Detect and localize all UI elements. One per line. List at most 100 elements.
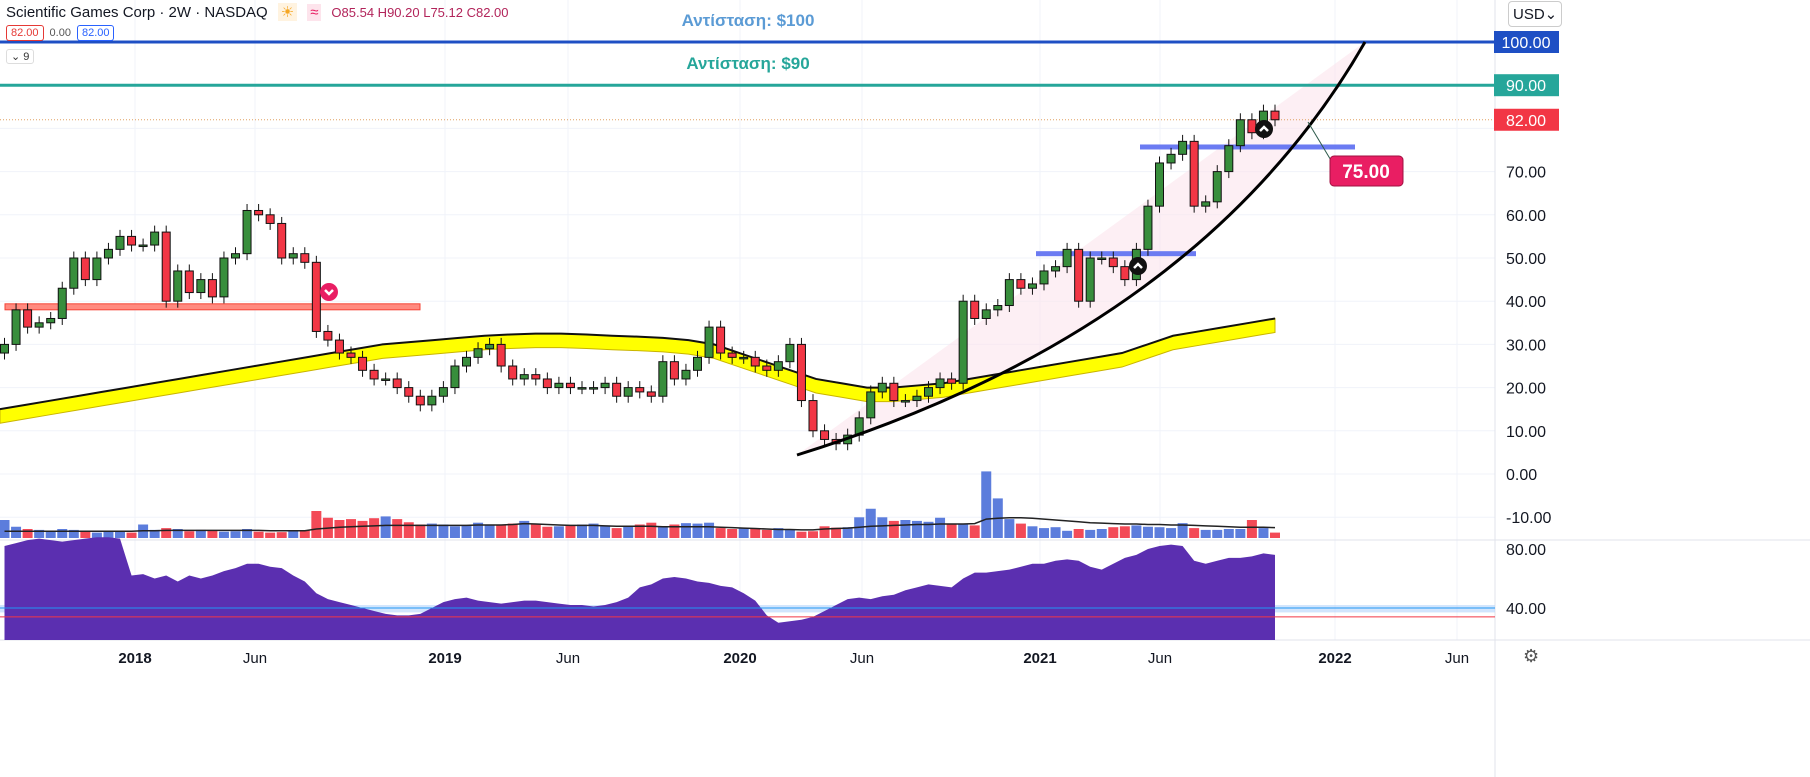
volume-bar: [600, 525, 611, 538]
volume-bar: [126, 532, 137, 538]
volume-bar: [831, 527, 842, 538]
candle: [1143, 205, 1153, 250]
candle: [589, 387, 599, 390]
volume-bar: [11, 526, 22, 538]
candle: [531, 374, 541, 380]
price-tick: 0.00: [1506, 467, 1537, 484]
time-tick: Jun: [1445, 650, 1469, 667]
volume-bar: [1223, 529, 1234, 538]
volume-bar: [877, 517, 888, 538]
candle: [1201, 201, 1211, 207]
volume-bar: [22, 529, 33, 538]
candle: [900, 400, 910, 403]
volume-bar: [380, 516, 391, 538]
candle: [1074, 248, 1084, 302]
symbol-title[interactable]: Scientific Games Corp · 2W · NASDAQ: [6, 3, 268, 21]
volume-bar: [438, 524, 449, 538]
candle: [438, 387, 448, 397]
candle: [427, 395, 437, 406]
candle: [23, 309, 33, 328]
volume-bar: [784, 529, 795, 538]
oscillator-tick: 40.00: [1506, 601, 1546, 618]
candle: [623, 387, 633, 397]
callout-line: [1307, 121, 1333, 163]
volume-bar: [207, 530, 218, 538]
candle: [46, 317, 56, 324]
moving-average-band: [0, 317, 1276, 424]
volume-bar: [80, 531, 91, 538]
currency-select[interactable]: USD⌄: [1508, 1, 1563, 27]
candle: [935, 378, 945, 389]
resistance-label: Αντίσταση: $90: [686, 54, 809, 73]
volume-bar: [553, 526, 564, 538]
volume-bar: [900, 520, 911, 538]
old-support-zone: [4, 303, 421, 311]
sell-button[interactable]: 82.00: [6, 25, 44, 41]
time-tick: Jun: [1148, 650, 1172, 667]
wave-icon: ≈: [307, 3, 322, 21]
volume-bar: [981, 471, 992, 538]
candle: [1120, 266, 1130, 281]
volume-bar: [1177, 523, 1188, 538]
candle: [150, 231, 160, 246]
volume-bar: [611, 528, 622, 538]
candle: [565, 382, 575, 389]
candle: [820, 430, 830, 440]
volume-bar: [808, 531, 818, 538]
candle: [981, 309, 991, 319]
volume-bar: [299, 530, 310, 538]
moving-average-line: [0, 317, 1276, 411]
volume-bar: [842, 527, 853, 538]
volume-bar: [265, 532, 276, 538]
price-tick: -10.00: [1506, 510, 1551, 527]
candle: [231, 253, 240, 259]
volume-bar: [68, 529, 79, 538]
buy-button[interactable]: 82.00: [76, 25, 115, 41]
volume-bar: [473, 522, 484, 538]
volume-bar: [1258, 528, 1269, 538]
gear-icon[interactable]: ⚙: [1523, 646, 1540, 666]
volume-bar: [865, 508, 876, 538]
candle: [947, 378, 957, 384]
price-badge-label: 90.00: [1506, 78, 1546, 95]
candle: [0, 343, 9, 354]
candle: [877, 382, 887, 393]
candle: [103, 248, 113, 259]
volume-bar: [819, 526, 830, 538]
candle: [1155, 162, 1164, 207]
volume-bar: [946, 524, 957, 538]
indicators-toggle[interactable]: ⌄ 9: [6, 49, 35, 64]
candle: [727, 352, 737, 358]
trend-curve: [796, 41, 1367, 457]
candle: [462, 356, 471, 367]
candle: [716, 326, 726, 354]
volume-bar: [1108, 527, 1119, 538]
ohlc-values: O85.54 H90.20 L75.12 C82.00: [331, 4, 509, 20]
candle: [404, 387, 414, 397]
volume-bar: [761, 529, 772, 538]
volume-bar: [1004, 519, 1015, 538]
candle: [681, 369, 691, 380]
volume-bar: [1027, 526, 1038, 538]
candle: [658, 361, 668, 397]
time-tick: Jun: [243, 650, 267, 667]
volume-bar: [1039, 528, 1049, 538]
candle: [1212, 171, 1222, 203]
support-zone: [1140, 144, 1355, 150]
volume-bar: [542, 526, 553, 538]
volume-bar: [958, 523, 969, 538]
volume-bar: [530, 524, 541, 538]
price-badge-label: 100.00: [1502, 35, 1551, 52]
time-tick: 2022: [1318, 650, 1351, 667]
volume-bar: [334, 520, 345, 538]
volume-bar: [680, 523, 691, 538]
volume-bar: [969, 525, 980, 538]
candle: [508, 365, 518, 380]
volume-bar: [45, 531, 56, 538]
volume-bar: [565, 525, 576, 538]
candle: [254, 209, 264, 216]
price-tick: 40.00: [1506, 294, 1546, 311]
candle: [369, 369, 379, 380]
volume-bar: [1131, 525, 1142, 538]
